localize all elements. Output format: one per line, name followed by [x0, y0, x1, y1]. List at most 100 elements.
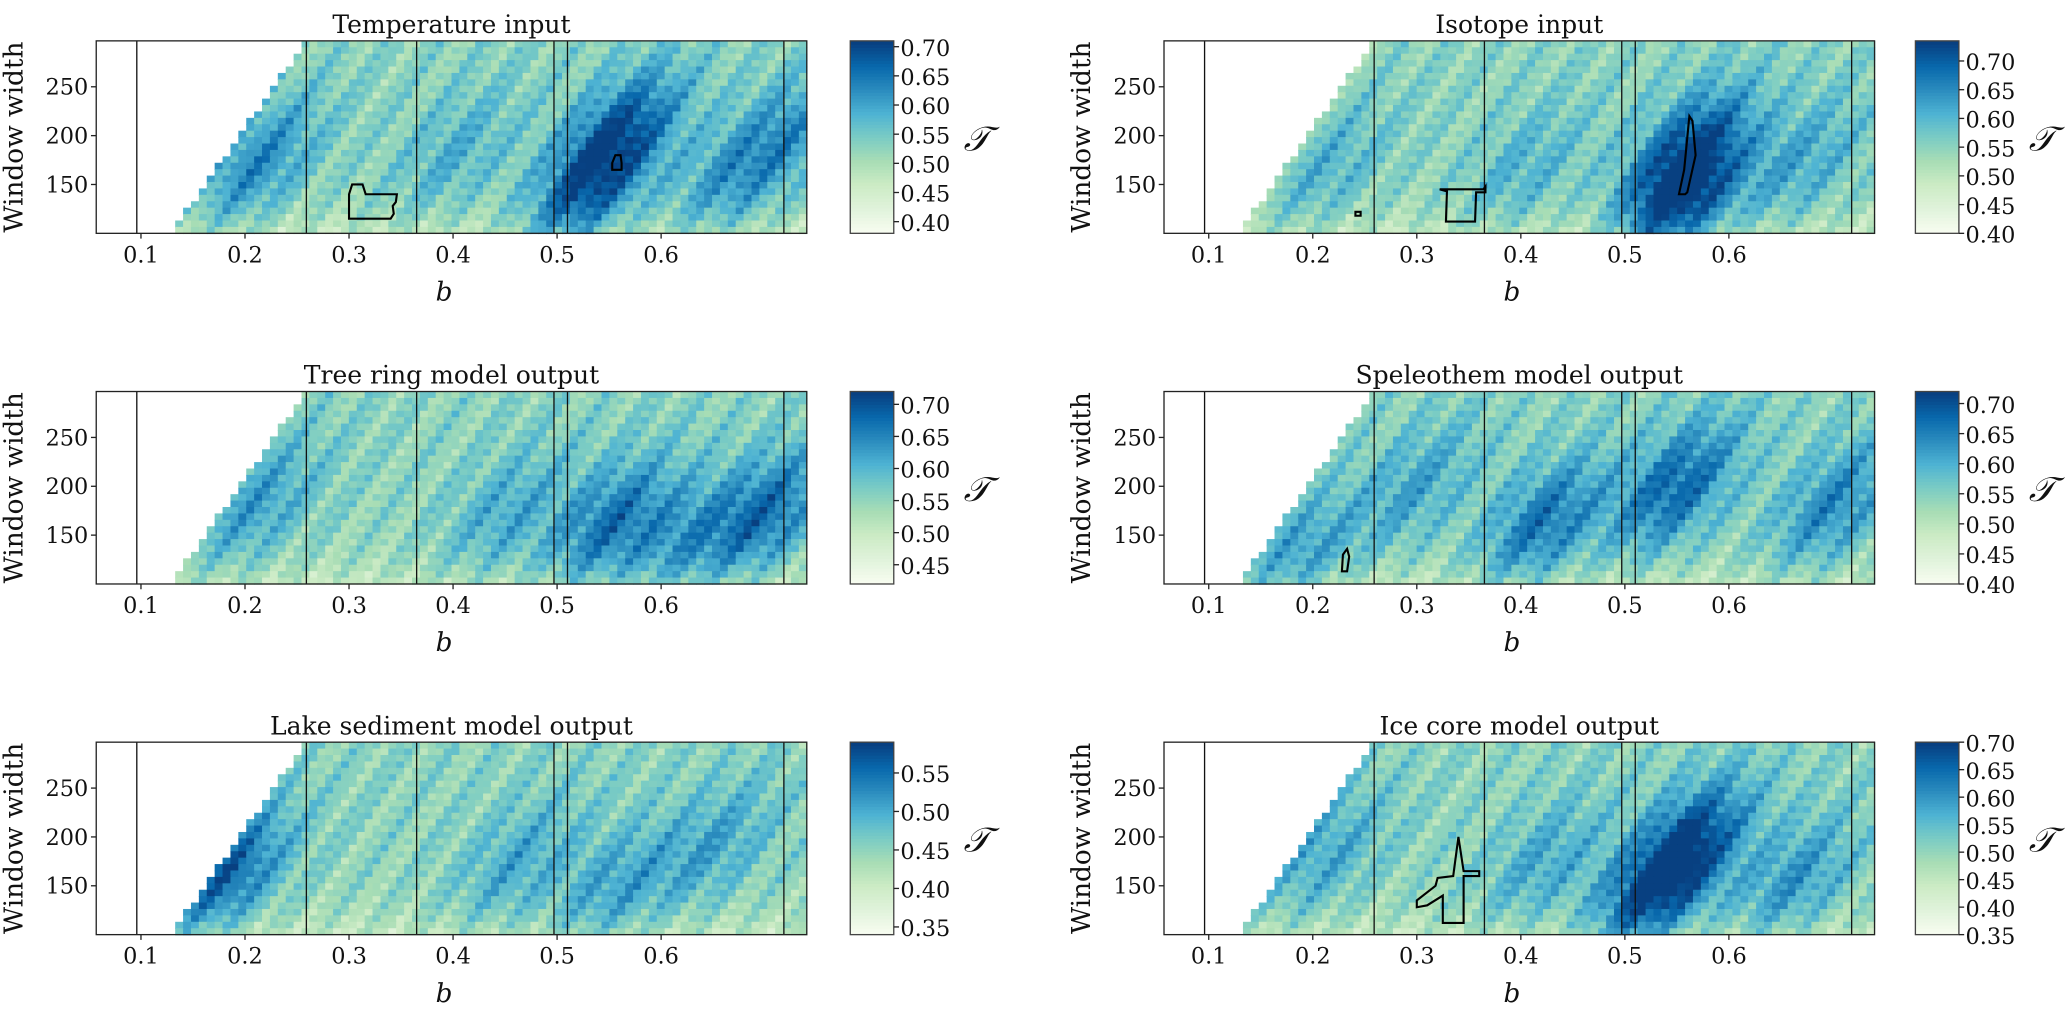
- heatmap-cell: [1811, 60, 1821, 68]
- heatmap-cell: [1566, 143, 1576, 151]
- colorbar-segment: [1915, 56, 1959, 61]
- heatmap-cell: [475, 410, 484, 418]
- heatmap-cell: [1377, 130, 1386, 138]
- heatmap-cell: [506, 149, 516, 158]
- heatmap-cell: [364, 92, 374, 100]
- heatmap-cell: [1771, 137, 1781, 145]
- heatmap-cell: [1503, 182, 1513, 190]
- heatmap-cell: [601, 47, 611, 55]
- heatmap-cell: [522, 188, 532, 196]
- heatmap-cell: [1345, 162, 1355, 170]
- heatmap-cell: [767, 410, 776, 418]
- heatmap-cell: [1361, 214, 1371, 222]
- heatmap-cell: [348, 391, 358, 399]
- heatmap-cell: [419, 53, 429, 61]
- colorbar-segment: [1915, 114, 1959, 119]
- heatmap-cell: [1353, 85, 1363, 93]
- heatmap-cell: [664, 182, 674, 190]
- heatmap-cell: [380, 47, 390, 55]
- heatmap-cell: [767, 391, 776, 399]
- heatmap-cell: [775, 201, 784, 209]
- heatmap-cell: [775, 79, 784, 87]
- heatmap-cell: [1756, 162, 1765, 170]
- heatmap-cell: [1408, 60, 1418, 68]
- heatmap-cell: [356, 175, 366, 183]
- heatmap-cell: [1424, 92, 1434, 100]
- heatmap-cell: [1495, 117, 1505, 126]
- heatmap-cell: [1329, 137, 1339, 145]
- heatmap-cell: [1637, 201, 1647, 209]
- heatmap-cell: [1606, 47, 1615, 55]
- heatmap-cell: [522, 149, 532, 158]
- heatmap-cell: [333, 143, 342, 151]
- heatmap-cell: [1471, 92, 1481, 100]
- heatmap-cell: [459, 201, 469, 209]
- heatmap-cell: [1669, 175, 1678, 183]
- heatmap-cell: [751, 194, 761, 203]
- heatmap-cell: [459, 391, 469, 399]
- heatmap-cell: [475, 98, 484, 106]
- heatmap-cell: [609, 169, 619, 177]
- heatmap-cell: [254, 117, 263, 126]
- heatmap-cell: [735, 169, 745, 177]
- heatmap-cell: [1598, 194, 1607, 203]
- heatmap-cell: [262, 162, 271, 170]
- heatmap-cell: [1337, 98, 1347, 106]
- heatmap-cell: [246, 220, 255, 228]
- heatmap-cell: [293, 201, 303, 209]
- heatmap-cell: [1385, 156, 1394, 164]
- heatmap-cell: [1424, 105, 1434, 113]
- heatmap-cell: [1487, 130, 1497, 138]
- heatmap-cell: [1487, 124, 1497, 132]
- heatmap-cell: [498, 66, 508, 74]
- heatmap-cell: [1574, 98, 1584, 106]
- heatmap-cell: [1503, 72, 1513, 81]
- heatmap-cell: [514, 194, 524, 203]
- heatmap-cell: [751, 397, 761, 406]
- heatmap-cell: [1582, 220, 1592, 228]
- heatmap-cell: [1842, 53, 1852, 61]
- heatmap-cell: [719, 397, 729, 406]
- heatmap-cell: [483, 175, 492, 183]
- heatmap-cell: [1606, 226, 1615, 235]
- heatmap-cell: [617, 111, 626, 119]
- heatmap-cell: [198, 220, 208, 228]
- heatmap-cell: [1321, 226, 1331, 235]
- heatmap-cell: [380, 169, 390, 177]
- heatmap-cell: [546, 79, 555, 87]
- heatmap-cell: [490, 162, 500, 170]
- heatmap-cell: [783, 214, 792, 222]
- heatmap-cell: [1692, 169, 1702, 177]
- heatmap-cell: [1582, 40, 1592, 49]
- heatmap-cell: [704, 162, 713, 170]
- heatmap-cell: [435, 207, 445, 215]
- heatmap-cell: [1866, 85, 1876, 93]
- heatmap-cell: [317, 194, 326, 203]
- heatmap-cell: [609, 98, 619, 106]
- heatmap-cell: [277, 130, 287, 138]
- heatmap-cell: [1764, 40, 1773, 49]
- heatmap-cell: [798, 194, 808, 203]
- heatmap-cell: [1590, 40, 1600, 49]
- heatmap-cell: [514, 143, 524, 151]
- heatmap-cell: [783, 201, 792, 209]
- heatmap-cell: [790, 105, 800, 113]
- heatmap-cell: [712, 53, 721, 61]
- y-tick-label: 250: [1113, 75, 1156, 101]
- heatmap-cell: [1756, 72, 1765, 81]
- heatmap-cell: [1629, 207, 1639, 215]
- heatmap-cell: [577, 417, 587, 425]
- heatmap-cell: [1732, 79, 1742, 87]
- heatmap-cell: [1566, 124, 1576, 132]
- heatmap-cell: [1440, 175, 1450, 183]
- heatmap-cell: [269, 188, 279, 196]
- heatmap-cell: [238, 130, 248, 138]
- colorbar-segment: [1915, 230, 1959, 234]
- heatmap-cell: [530, 143, 540, 151]
- heatmap-cell: [1819, 72, 1828, 81]
- heatmap-cell: [656, 85, 666, 93]
- heatmap-cell: [585, 72, 595, 81]
- heatmap-cell: [1724, 47, 1734, 55]
- heatmap-cell: [562, 226, 571, 235]
- heatmap-cell: [1850, 47, 1860, 55]
